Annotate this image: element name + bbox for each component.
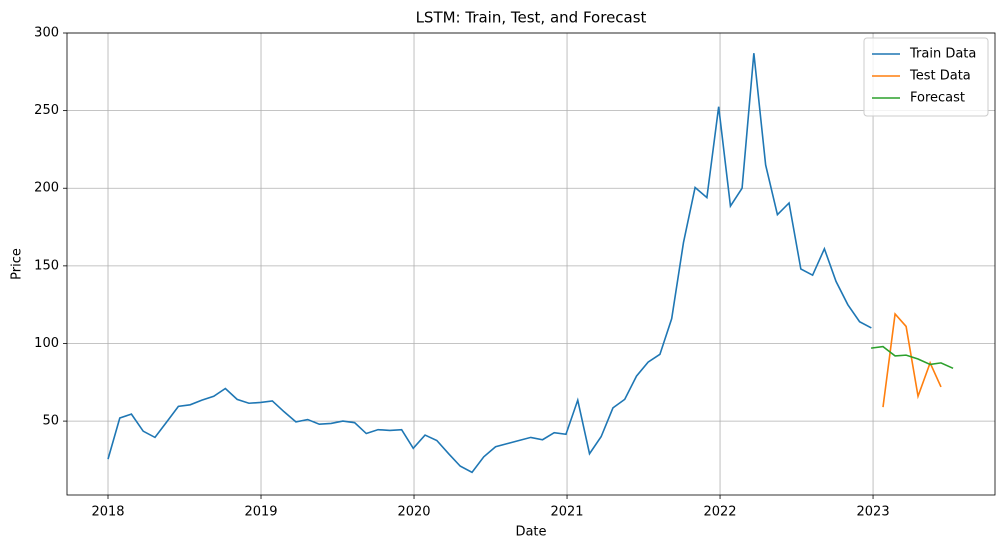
legend-label: Forecast [910,91,965,106]
y-tick-label: 200 [34,181,59,196]
x-tick-label: 2022 [703,505,736,520]
series-line [870,345,954,370]
legend-box [863,37,989,117]
y-axis-label: Price [10,248,25,280]
y-tick-label: 300 [34,26,59,41]
y-tick-label: 250 [34,103,59,118]
legend-label: Test Data [909,69,971,84]
grid [67,32,995,495]
plot-frame [66,32,996,496]
plot-lines [107,53,954,474]
x-tick-label: 2023 [857,505,890,520]
x-tick-label: 2021 [550,505,583,520]
x-tick-label: 2018 [91,505,124,520]
y-tick-label: 150 [34,258,59,273]
series-line [107,53,872,474]
legend: Train Data Test Data Forecast [863,37,989,117]
x-tick-label: 2020 [397,505,430,520]
y-tick-label: 50 [42,414,59,429]
legend-label: Train Data [909,47,976,62]
x-axis-label: Date [515,525,546,540]
series-line [882,312,942,408]
x-tick-label: 2019 [244,505,277,520]
chart-title: LSTM: Train, Test, and Forecast [416,9,647,27]
y-tick-label: 100 [34,336,59,351]
